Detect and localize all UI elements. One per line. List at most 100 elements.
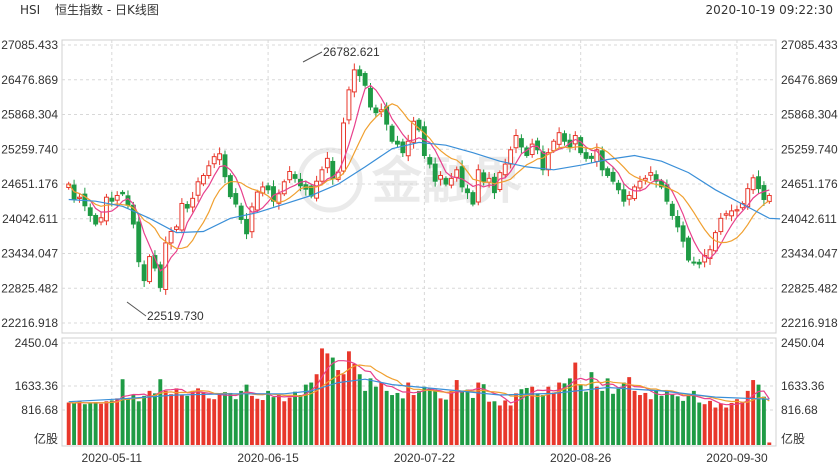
candle (405, 140, 411, 157)
volume-bar (621, 382, 626, 445)
volume-bar (541, 395, 545, 445)
volume-bar (449, 390, 454, 445)
candle (362, 73, 368, 86)
annotations: 26782.621 22519.730 (126, 45, 380, 323)
volume-bar (627, 377, 632, 445)
price-tick-label: 24651.176 (781, 177, 838, 191)
volume-tick-label: 816.68 (781, 403, 818, 417)
candle (276, 193, 282, 204)
volume-bar (611, 393, 615, 445)
volume-bar (670, 394, 675, 445)
volume-bar (756, 384, 761, 445)
volume-bar (470, 397, 475, 445)
candle (206, 165, 212, 177)
price-tick-label: 22216.918 (1, 316, 58, 330)
volume-bar (767, 442, 772, 445)
price-tick-label: 23434.047 (1, 247, 58, 261)
volume-bar (126, 399, 130, 445)
price-tick-label: 24042.611 (2, 212, 58, 226)
volume-bar (659, 395, 664, 445)
volume-bar (88, 402, 93, 445)
volume-bar (255, 398, 260, 445)
candle (556, 132, 562, 145)
volume-bar (341, 374, 346, 445)
date-axis: 2020-05-11 2020-06-15 2020-07-22 2020-08-26… (82, 451, 768, 465)
candle (157, 264, 163, 288)
volume-tick-label: 2450.04 (781, 336, 825, 350)
price-tick-label: 25259.740 (781, 142, 838, 156)
volume-bar (708, 400, 712, 445)
price-tick-label: 26476.869 (1, 73, 58, 87)
candle (287, 171, 293, 181)
volume-bar (562, 383, 567, 445)
volume-bar (761, 396, 766, 445)
volume-bar (99, 403, 103, 445)
candle (357, 69, 363, 77)
volume-bar (616, 388, 621, 445)
volume-bar (390, 395, 394, 445)
price-tick-label: 22825.482 (781, 281, 838, 295)
price-axis-right: 27085.433 26476.869 25868.304 25259.740 2465… (781, 38, 838, 330)
candle (368, 87, 373, 108)
candle (200, 175, 206, 185)
candle (610, 171, 616, 182)
volume-bar (438, 398, 443, 445)
candle (481, 172, 487, 182)
candle (578, 137, 584, 154)
price-tick-label: 25868.304 (781, 108, 838, 122)
date-tick-label: 2020-09-30 (706, 451, 768, 465)
volume-bar (72, 403, 77, 445)
volume-bar (503, 400, 508, 445)
volume-bar (632, 390, 637, 445)
volume-bar (266, 390, 271, 445)
candle (513, 135, 519, 149)
volume-bar (196, 388, 200, 445)
volume-bar (212, 399, 217, 445)
candle (416, 119, 422, 131)
candle (109, 197, 115, 202)
volume-tick-label: 1633.36 (15, 379, 59, 393)
volume-bar (298, 395, 303, 445)
volume-bar (497, 405, 502, 445)
candle (389, 125, 395, 142)
candle (114, 194, 120, 201)
candle (330, 160, 336, 179)
volume-bar (487, 401, 492, 445)
volume-bar (514, 393, 518, 445)
volume-bar (724, 407, 729, 445)
candle (411, 120, 417, 143)
date-tick-label: 2020-05-11 (82, 451, 143, 465)
volume-bar (605, 378, 610, 445)
candle (669, 203, 675, 216)
candle (465, 188, 470, 194)
volume-bar (567, 378, 572, 445)
candle (475, 169, 481, 203)
volume-bar (427, 388, 432, 445)
volume-bar (638, 395, 642, 445)
volume-panel-frame (61, 337, 777, 447)
volume-bar (729, 402, 734, 445)
volume-bar (303, 384, 308, 445)
volume-bar (686, 394, 691, 445)
volume-bar (66, 402, 71, 445)
volume-bar (282, 401, 287, 445)
candle (147, 256, 152, 283)
candle (341, 122, 346, 172)
volume-bar (411, 395, 416, 445)
candle (583, 152, 589, 159)
volume-bar (233, 399, 238, 445)
volume-bar (600, 390, 605, 445)
volume-bar (174, 388, 179, 445)
volume-bar (163, 390, 168, 445)
candle (502, 163, 508, 176)
candle (508, 149, 514, 165)
candle (98, 217, 104, 223)
volume-bar (422, 386, 427, 445)
volume-ma10-line (68, 364, 770, 404)
candle (454, 169, 460, 178)
candle (702, 254, 708, 263)
volume-bar (481, 384, 486, 445)
volume-bar (417, 390, 421, 445)
price-tick-label: 24651.176 (1, 177, 58, 191)
volume-bar (77, 401, 82, 445)
